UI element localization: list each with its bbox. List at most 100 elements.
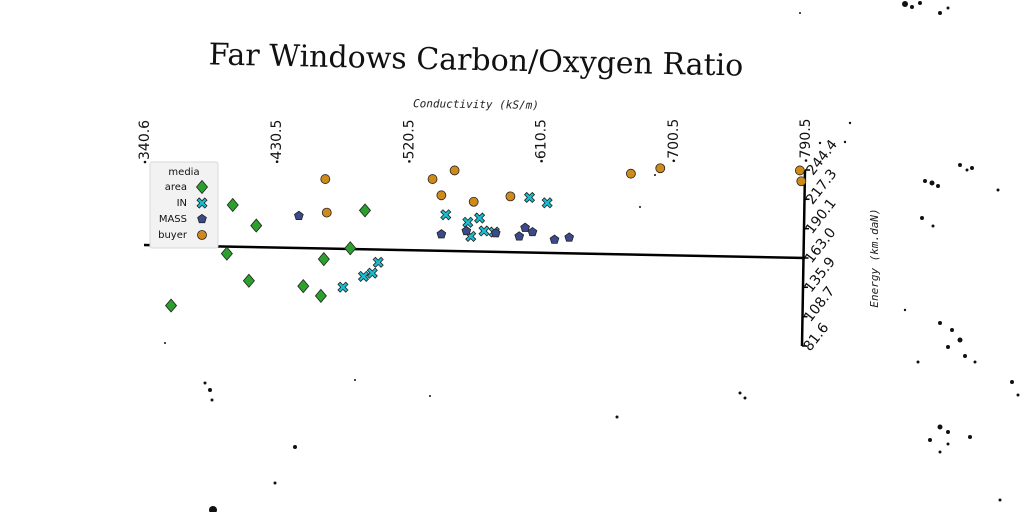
noise-speck <box>203 381 207 385</box>
legend-title: media <box>168 167 199 178</box>
x-axis-line <box>143 243 806 260</box>
noise-speck <box>1010 380 1014 384</box>
data-point-in <box>474 212 486 224</box>
noise-speck <box>843 140 847 144</box>
noise-speck <box>210 398 214 402</box>
data-point-mass <box>520 222 530 232</box>
noise-speck <box>938 11 942 15</box>
noise-speck <box>164 342 166 344</box>
noise-speck <box>639 206 641 208</box>
legend-items: area IN MASS buyer <box>158 179 209 241</box>
noise-speck <box>918 1 922 5</box>
noise-speck <box>958 163 962 167</box>
x-tick-mark <box>804 159 808 162</box>
noise-speck <box>957 337 963 343</box>
noise-speck <box>938 450 942 454</box>
x-tick-mark <box>408 160 411 163</box>
noise-speck <box>928 438 932 442</box>
data-point-mass <box>527 226 538 237</box>
noise-speck <box>848 121 852 125</box>
noise-speck <box>615 415 619 419</box>
data-point-area <box>317 251 330 267</box>
noise-speck <box>654 174 656 176</box>
x-tick-label: 610.5 <box>534 119 550 159</box>
x-tick-label: 700.5 <box>666 119 682 159</box>
noise-speck <box>965 168 969 172</box>
data-point-area <box>250 218 263 233</box>
x-axis-ticks: 340.6 430.5 520.5 610.5 700.5 790.5 <box>137 118 814 164</box>
data-point-buyer <box>468 196 479 207</box>
legend-label-buyer: buyer <box>158 230 188 241</box>
x-tick-label: 430.5 <box>269 120 285 160</box>
noise-speck <box>929 180 935 186</box>
data-point-in <box>357 270 370 282</box>
x-tick-mark <box>672 159 676 163</box>
noise-speck <box>910 5 914 9</box>
data-point-in <box>478 225 490 237</box>
noise-speck <box>946 345 950 349</box>
legend-marker-in <box>196 197 208 209</box>
x-tick-label: 340.6 <box>137 120 153 160</box>
data-point-buyer <box>427 174 438 184</box>
x-tick-mark <box>540 159 543 163</box>
noise-speck <box>946 430 950 434</box>
legend-label-mass: MASS <box>159 214 187 225</box>
data-point-in <box>523 191 536 204</box>
legend[interactable]: media area IN MASS buyer <box>149 161 219 249</box>
data-point-mass <box>436 229 447 239</box>
legend-marker-mass <box>197 213 207 224</box>
data-point-buyer <box>655 163 666 174</box>
data-point-buyer <box>794 165 805 176</box>
noise-speck <box>293 445 297 449</box>
noise-speck <box>946 442 950 446</box>
x-tick-mark <box>275 160 279 163</box>
noise-speck <box>799 12 801 14</box>
data-point-buyer <box>625 168 636 179</box>
noise-speck <box>970 166 974 170</box>
data-points <box>165 163 807 313</box>
noise-speck <box>208 388 212 392</box>
noise-speck <box>903 308 907 312</box>
noise-speck <box>916 360 920 364</box>
x-tick-label: 790.5 <box>798 118 814 158</box>
noise-speck <box>920 216 924 220</box>
data-point-buyer <box>449 165 460 176</box>
data-point-area <box>297 278 310 294</box>
data-point-buyer <box>320 174 331 184</box>
data-point-mass <box>564 232 575 242</box>
legend-marker-buyer <box>197 230 207 240</box>
series-buyer <box>320 163 807 218</box>
noise-speck <box>923 179 927 183</box>
data-point-buyer <box>505 191 516 202</box>
legend-label-area: area <box>165 182 187 193</box>
noise-speck <box>743 396 747 400</box>
noise-speck <box>1016 393 1020 397</box>
data-point-mass <box>461 225 472 236</box>
data-point-buyer <box>321 207 332 218</box>
chart-title: Far Windows Carbon/Oxygen Ratio <box>208 37 743 83</box>
noise-speck <box>429 395 431 397</box>
x-tick-label: 520.5 <box>401 119 417 159</box>
series-in <box>337 191 553 293</box>
data-point-in <box>337 281 349 293</box>
data-point-in <box>541 197 553 209</box>
y-tick-label: 81.6 <box>801 320 833 354</box>
noise-speck <box>818 141 822 145</box>
noise-speck <box>936 184 940 188</box>
data-point-in <box>440 209 452 221</box>
noise-speck <box>946 6 950 10</box>
series-mass <box>294 210 575 244</box>
noise-speck <box>273 481 277 485</box>
data-point-area <box>344 241 357 256</box>
x-axis-label: Conductivity (kS/m) <box>413 97 539 112</box>
data-point-mass <box>514 231 525 241</box>
noise-speck <box>998 498 1002 502</box>
data-point-area <box>242 273 255 288</box>
data-point-area <box>165 298 178 313</box>
background-noise-specks <box>164 1 1020 512</box>
noise-speck <box>950 328 954 332</box>
noise-speck <box>354 379 356 381</box>
data-point-area <box>358 203 371 218</box>
data-point-mass <box>549 234 560 244</box>
noise-speck <box>209 506 217 512</box>
